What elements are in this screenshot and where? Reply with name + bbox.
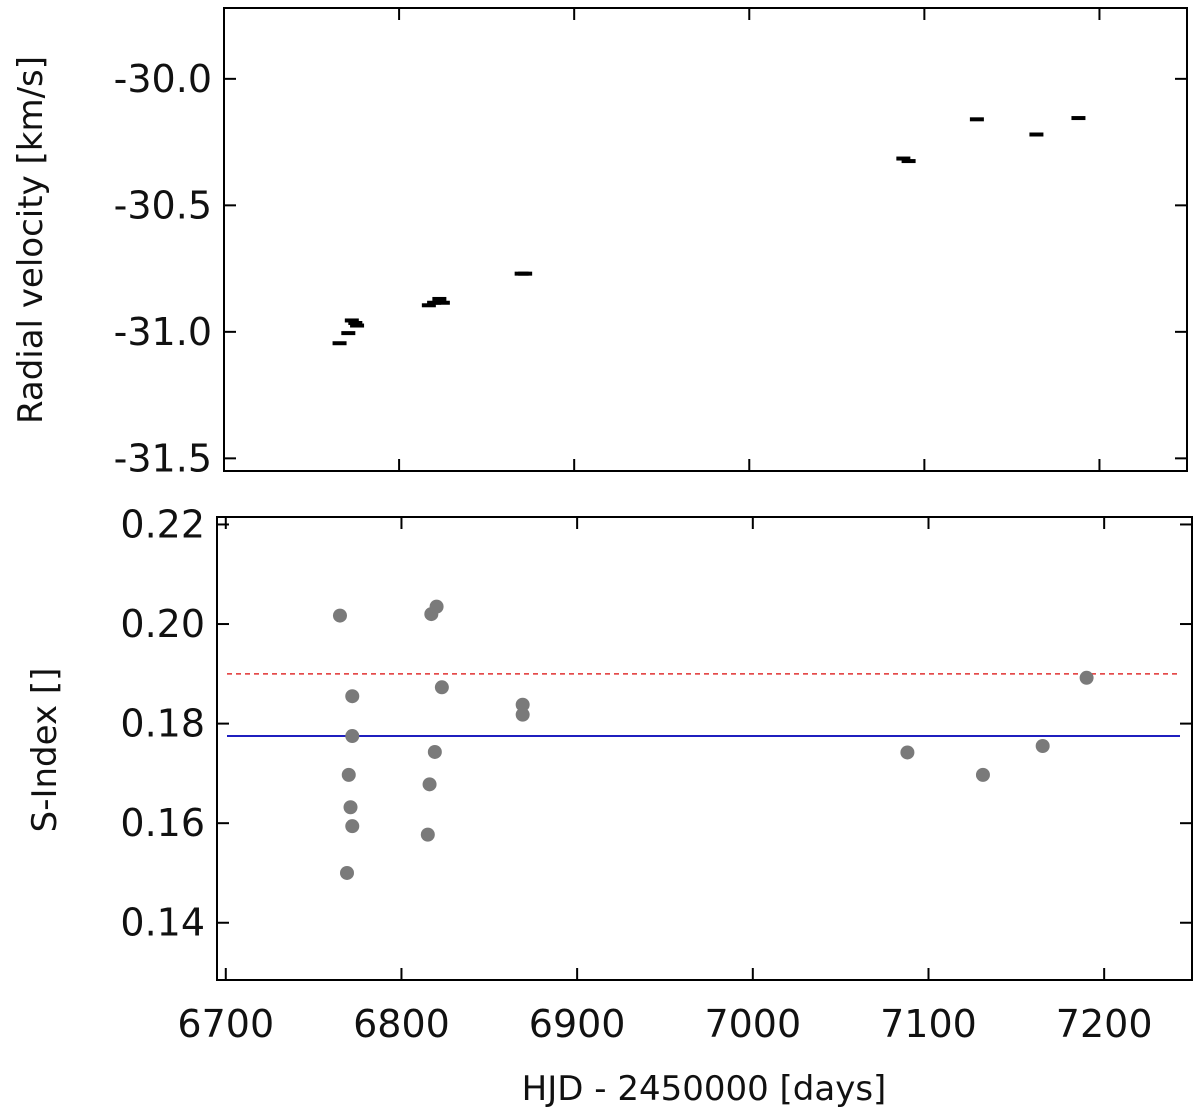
s-index-frame <box>216 516 1193 981</box>
s-y-tick-label-2: 0.18 <box>120 702 205 746</box>
s-index-ticks <box>217 517 1192 980</box>
s-y-tick-label-4: 0.22 <box>120 502 205 546</box>
s-index-tick-labels: 0.14 0.16 0.18 0.20 0.22 6700 6800 6900 7000 7100… <box>120 502 1152 1046</box>
s-x-tick-label-0: 6700 <box>177 1002 274 1046</box>
rv-y-tick-label-1: -30.5 <box>114 183 212 227</box>
s-index-point-2 <box>341 767 356 782</box>
rv-y-tick-label-3: -31.5 <box>114 436 212 480</box>
s-index-point-5 <box>345 729 360 744</box>
s-y-tick-label-0: 0.14 <box>120 901 205 945</box>
radial-velocity-tick-labels: -30.0 -30.5 -31.0 -31.5 <box>114 57 212 481</box>
s-index-point-1 <box>340 865 354 880</box>
s-y-tick-label-3: 0.20 <box>120 602 205 646</box>
radial-velocity-axis-label: Radial velocity [km/s] <box>11 56 51 424</box>
s-x-tick-label-5: 7200 <box>1056 1002 1153 1046</box>
s-index-point-16 <box>975 767 990 782</box>
s-index-point-6 <box>345 819 360 834</box>
radial-velocity-panel: -30.0 -30.5 -31.0 -31.5 Radial velocity [km… <box>11 7 1188 481</box>
radial-velocity-points <box>332 116 1086 346</box>
s-x-tick-label-2: 6900 <box>529 1002 626 1046</box>
s-index-point-14 <box>515 707 530 722</box>
rv-y-tick-label-2: -31.0 <box>114 310 212 354</box>
s-index-point-15 <box>900 745 915 760</box>
s-index-point-0 <box>332 608 347 623</box>
s-x-tick-label-3: 7000 <box>704 1002 801 1046</box>
s-index-point-3 <box>343 800 358 815</box>
s-index-axis-label: S-Index [] <box>25 668 65 833</box>
s-index-panel: 0.14 0.16 0.18 0.20 0.22 6700 6800 6900 7000 7100… <box>25 502 1193 1109</box>
s-index-point-17 <box>1035 739 1050 754</box>
radial-velocity-ticks <box>223 8 1187 471</box>
radial-velocity-frame <box>223 7 1188 472</box>
s-x-tick-label-1: 6800 <box>353 1002 450 1046</box>
s-index-points <box>332 599 1094 880</box>
s-index-point-13 <box>515 697 530 712</box>
s-index-point-11 <box>429 599 444 614</box>
s-index-reference-lines <box>227 673 1180 738</box>
s-x-tick-label-4: 7100 <box>880 1002 977 1046</box>
s-index-point-7 <box>420 827 435 842</box>
x-axis-label: HJD - 2450000 [days] <box>522 1069 887 1109</box>
s-index-point-4 <box>345 689 360 704</box>
rv-y-tick-label-0: -30.0 <box>114 57 212 101</box>
s-index-point-8 <box>422 777 437 792</box>
s-index-point-18 <box>1079 670 1094 685</box>
s-index-point-12 <box>434 680 449 695</box>
s-y-tick-label-1: 0.16 <box>120 801 205 845</box>
s-index-point-10 <box>427 744 442 759</box>
